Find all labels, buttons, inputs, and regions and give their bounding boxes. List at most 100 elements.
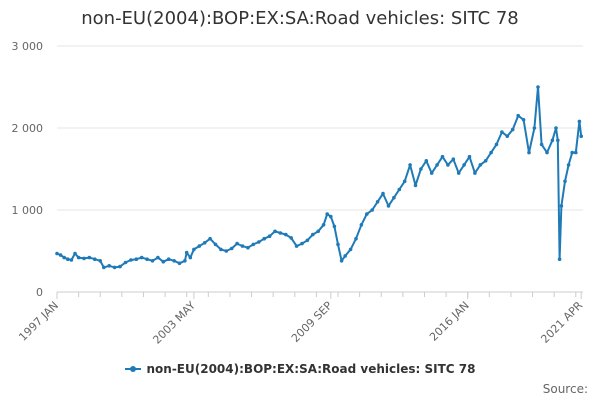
data-point[interactable]: [462, 163, 466, 167]
data-point[interactable]: [262, 236, 267, 241]
data-point[interactable]: [370, 208, 375, 212]
data-point[interactable]: [574, 150, 578, 155]
data-point[interactable]: [550, 138, 555, 143]
data-point[interactable]: [336, 242, 340, 247]
data-point[interactable]: [76, 255, 81, 260]
data-point[interactable]: [473, 171, 477, 175]
data-point[interactable]: [456, 171, 461, 175]
data-point[interactable]: [579, 134, 583, 138]
data-point[interactable]: [467, 154, 472, 159]
data-point[interactable]: [359, 223, 364, 227]
data-point[interactable]: [451, 157, 456, 161]
data-point[interactable]: [440, 154, 445, 159]
data-point[interactable]: [66, 257, 70, 262]
data-point[interactable]: [184, 250, 189, 255]
data-point[interactable]: [172, 259, 176, 263]
data-point[interactable]: [494, 142, 499, 147]
data-point[interactable]: [435, 163, 439, 167]
data-point[interactable]: [554, 126, 558, 130]
data-point[interactable]: [235, 241, 239, 246]
data-point[interactable]: [392, 195, 396, 200]
data-point[interactable]: [321, 223, 326, 227]
data-point[interactable]: [240, 244, 245, 248]
data-point[interactable]: [129, 258, 133, 262]
data-point[interactable]: [208, 236, 212, 241]
data-point[interactable]: [112, 265, 117, 270]
data-point[interactable]: [300, 241, 304, 246]
data-point[interactable]: [107, 264, 111, 268]
data-point[interactable]: [527, 150, 531, 155]
data-point[interactable]: [516, 113, 520, 118]
data-point[interactable]: [278, 231, 283, 235]
data-point[interactable]: [559, 204, 564, 208]
data-point[interactable]: [284, 232, 288, 237]
data-point[interactable]: [294, 244, 299, 248]
data-point[interactable]: [348, 247, 353, 252]
series-line[interactable]: [56, 86, 583, 269]
data-point[interactable]: [69, 258, 74, 262]
data-point[interactable]: [257, 240, 261, 244]
data-point[interactable]: [213, 242, 218, 247]
data-point[interactable]: [408, 163, 412, 167]
data-point[interactable]: [229, 246, 234, 251]
data-point[interactable]: [246, 245, 250, 250]
data-point[interactable]: [197, 244, 202, 248]
data-point[interactable]: [156, 255, 160, 260]
data-point[interactable]: [566, 163, 571, 167]
data-point[interactable]: [102, 265, 106, 270]
data-point[interactable]: [188, 255, 193, 260]
data-point[interactable]: [381, 191, 385, 196]
data-point[interactable]: [343, 254, 348, 258]
data-point[interactable]: [536, 85, 540, 89]
data-point[interactable]: [570, 150, 574, 155]
data-point[interactable]: [219, 247, 223, 252]
data-point[interactable]: [87, 255, 92, 260]
data-point[interactable]: [505, 134, 510, 138]
data-point[interactable]: [577, 119, 582, 124]
data-point[interactable]: [166, 257, 171, 262]
data-point[interactable]: [273, 229, 277, 234]
data-point[interactable]: [98, 259, 102, 263]
data-point[interactable]: [375, 200, 380, 204]
data-point[interactable]: [489, 150, 493, 155]
data-point[interactable]: [62, 255, 66, 260]
data-point[interactable]: [316, 229, 321, 234]
data-point[interactable]: [386, 204, 391, 208]
data-point[interactable]: [134, 257, 139, 262]
data-point[interactable]: [500, 130, 504, 134]
data-point[interactable]: [563, 179, 567, 184]
data-point[interactable]: [557, 257, 562, 262]
data-point[interactable]: [521, 118, 526, 122]
data-point[interactable]: [123, 260, 128, 265]
data-point[interactable]: [177, 261, 182, 266]
data-point[interactable]: [192, 247, 196, 252]
data-point[interactable]: [539, 142, 544, 147]
data-point[interactable]: [424, 159, 429, 163]
data-point[interactable]: [267, 234, 272, 238]
legend[interactable]: non-EU(2004):BOP:EX:SA:Road vehicles: SI…: [0, 362, 600, 376]
data-point[interactable]: [161, 259, 166, 264]
data-point[interactable]: [339, 259, 344, 263]
data-point[interactable]: [118, 264, 122, 269]
data-point[interactable]: [545, 150, 549, 155]
data-point[interactable]: [413, 183, 418, 188]
data-point[interactable]: [58, 253, 63, 257]
data-point[interactable]: [183, 259, 187, 263]
data-point[interactable]: [73, 251, 77, 256]
data-point[interactable]: [329, 214, 333, 219]
data-point[interactable]: [365, 212, 369, 216]
data-point[interactable]: [139, 255, 144, 260]
data-point[interactable]: [429, 171, 434, 175]
data-point[interactable]: [311, 232, 315, 237]
data-point[interactable]: [82, 256, 86, 261]
data-point[interactable]: [483, 159, 488, 163]
data-point[interactable]: [145, 257, 149, 262]
data-point[interactable]: [93, 257, 97, 262]
data-point[interactable]: [478, 163, 483, 167]
data-point[interactable]: [289, 236, 294, 240]
data-point[interactable]: [332, 224, 337, 229]
data-point[interactable]: [397, 187, 402, 192]
data-point[interactable]: [150, 259, 155, 263]
data-point[interactable]: [224, 249, 229, 253]
data-point[interactable]: [55, 251, 59, 256]
